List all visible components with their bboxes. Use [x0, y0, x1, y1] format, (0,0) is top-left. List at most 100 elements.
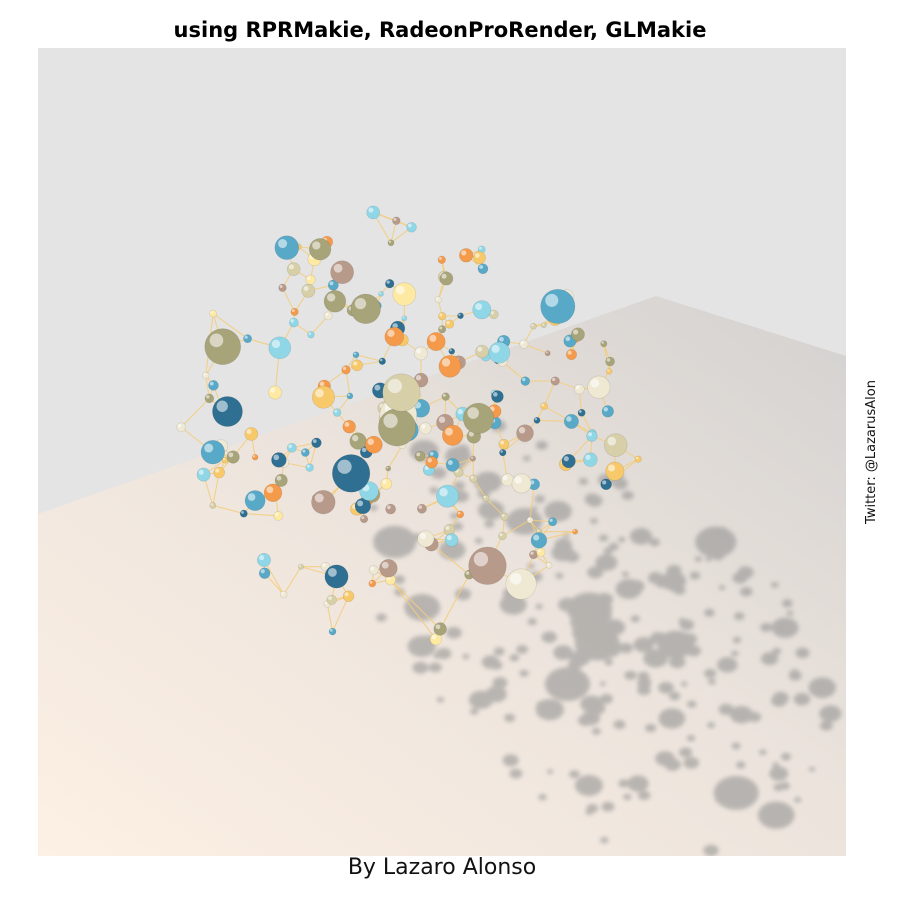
network-node — [417, 530, 435, 548]
node-highlight — [429, 451, 434, 456]
node-highlight — [457, 511, 461, 515]
network-node — [300, 448, 310, 457]
network-node — [332, 454, 371, 493]
twitter-handle: Twitter: @LazarusAlon — [864, 380, 879, 524]
network-node — [380, 478, 393, 490]
network-node — [305, 463, 314, 472]
node-shadow — [600, 836, 609, 844]
node-shadow — [598, 534, 609, 542]
node-shadow — [649, 538, 660, 547]
node-highlight — [177, 423, 182, 428]
node-shadow — [760, 622, 773, 632]
node-shadow — [771, 617, 799, 638]
node-shadow — [621, 490, 634, 500]
network-edge — [485, 497, 505, 518]
node-highlight — [533, 534, 540, 541]
network-node — [378, 291, 384, 297]
network-node — [273, 510, 284, 521]
node-shadow — [428, 662, 442, 673]
network-edge — [345, 369, 351, 397]
node-shadow — [502, 754, 519, 767]
network-node — [472, 300, 492, 320]
node-highlight — [357, 500, 364, 507]
network-node — [212, 396, 243, 427]
node-highlight — [546, 563, 550, 566]
node-highlight — [590, 379, 600, 388]
node-highlight — [303, 285, 309, 292]
network-node — [530, 322, 537, 330]
node-highlight — [273, 454, 280, 461]
node-highlight — [337, 459, 352, 474]
node-highlight — [545, 351, 548, 354]
network-node — [448, 348, 456, 355]
node-highlight — [500, 440, 505, 445]
node-highlight — [344, 422, 350, 427]
network-node — [305, 274, 316, 285]
node-shadow — [731, 742, 741, 750]
node-shadow — [601, 801, 615, 812]
network-node — [468, 546, 507, 585]
node-highlight — [573, 329, 579, 335]
node-shadow — [597, 627, 612, 638]
node-shadow — [544, 667, 591, 702]
node-shadow — [678, 618, 687, 625]
node-highlight — [374, 384, 381, 391]
node-shadow — [615, 579, 643, 599]
node-shadow — [376, 613, 387, 622]
network-node — [342, 590, 355, 602]
network-node — [263, 483, 283, 503]
node-shadow — [707, 678, 716, 685]
network-node — [488, 341, 511, 364]
node-highlight — [449, 349, 452, 352]
node-shadow — [624, 670, 637, 680]
network-node — [382, 373, 421, 412]
node-highlight — [418, 505, 423, 509]
node-highlight — [324, 601, 328, 605]
node-shadow — [560, 685, 570, 692]
network-edge — [283, 566, 302, 595]
node-shadow — [740, 587, 753, 597]
node-highlight — [531, 324, 534, 327]
node-highlight — [514, 476, 522, 484]
node-shadow — [591, 727, 601, 735]
node-highlight — [353, 352, 357, 355]
node-highlight — [312, 241, 321, 250]
node-highlight — [439, 313, 443, 317]
network-node — [196, 467, 211, 482]
network-node — [359, 514, 369, 524]
network-node — [587, 375, 611, 399]
network-node — [176, 422, 186, 432]
node-shadow — [584, 493, 600, 505]
node-highlight — [387, 329, 395, 337]
node-shadow — [627, 775, 649, 792]
node-highlight — [307, 276, 311, 280]
node-shadow — [638, 790, 651, 800]
node-shadow — [569, 770, 580, 779]
node-shadow — [683, 757, 700, 769]
network-node — [601, 405, 614, 418]
network-node — [256, 552, 271, 567]
node-highlight — [439, 326, 443, 330]
node-shadow — [509, 768, 523, 779]
node-highlight — [209, 333, 224, 348]
network-node — [586, 430, 598, 442]
network-node — [445, 319, 455, 329]
node-shadow — [455, 444, 470, 456]
node-highlight — [431, 634, 437, 640]
node-highlight — [329, 629, 333, 632]
node-shadow — [689, 571, 701, 580]
node-shadow — [531, 505, 538, 511]
network-edge — [243, 513, 279, 517]
node-highlight — [416, 348, 422, 354]
node-shadow — [490, 660, 503, 670]
node-highlight — [447, 460, 453, 466]
node-highlight — [607, 369, 610, 372]
network-node — [426, 332, 446, 352]
node-shadow — [393, 575, 406, 585]
node-highlight — [206, 395, 210, 399]
node-highlight — [329, 281, 334, 286]
node-shadow — [618, 536, 626, 543]
node-highlight — [468, 431, 474, 437]
network-node — [368, 579, 377, 588]
node-shadow — [669, 691, 681, 701]
